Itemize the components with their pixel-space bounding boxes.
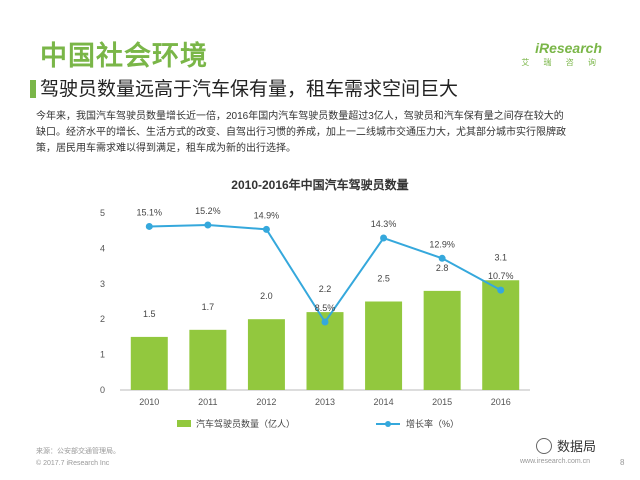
wechat-icon xyxy=(536,437,552,454)
bar-value-label: 2.5 xyxy=(377,274,390,284)
page-number: 8 xyxy=(620,458,625,467)
iresearch-logo: iResearch 艾 瑞 咨 询 xyxy=(521,40,602,68)
growth-rate-point xyxy=(497,286,505,294)
growth-rate-label: 15.1% xyxy=(137,207,163,217)
growth-rate-point xyxy=(262,225,270,233)
growth-rate-point xyxy=(321,318,329,326)
logo-text: iResearch xyxy=(535,40,602,56)
footer-url[interactable]: www.iresearch.com.cn xyxy=(520,458,591,465)
growth-rate-point xyxy=(438,254,446,262)
growth-rate-point xyxy=(145,222,153,230)
y-tick-label: 3 xyxy=(100,279,105,289)
bar xyxy=(365,301,403,390)
paragraph-line: 策，居民用车需求难以得到满足，租车成为新的出行选择。 xyxy=(36,143,296,154)
growth-rate-label: 12.9% xyxy=(429,239,455,249)
bar-value-label: 1.7 xyxy=(202,302,215,312)
legend-bar-label: 汽车驾驶员数量（亿人） xyxy=(196,418,295,429)
y-tick-label: 4 xyxy=(100,243,105,253)
bar-value-label: 3.1 xyxy=(494,252,507,262)
slide-title: 中国社会环境 xyxy=(40,41,208,71)
bar xyxy=(482,280,520,390)
bar xyxy=(130,336,168,390)
growth-rate-point xyxy=(380,234,388,242)
paragraph-line: 缺口。经济水平的增长、生活方式的改变、自驾出行习惯的养成，加上一二线城市交通压力… xyxy=(36,127,566,138)
x-tick-label: 2011 xyxy=(198,397,217,407)
chart-title: 2010-2016年中国汽车驾驶员数量 xyxy=(231,178,409,192)
x-tick-label: 2012 xyxy=(256,397,276,407)
y-tick-label: 2 xyxy=(100,314,105,324)
legend-line-label: 增长率（%） xyxy=(406,418,459,429)
bar xyxy=(423,290,461,390)
source-note: 来源：公安部交通管理局。 xyxy=(36,448,120,455)
x-tick-label: 2016 xyxy=(491,397,511,407)
growth-rate-point xyxy=(204,221,212,229)
growth-rate-label: 14.9% xyxy=(254,210,280,220)
x-tick-label: 2010 xyxy=(139,397,159,407)
bar-value-label: 2.0 xyxy=(260,291,273,301)
growth-rate-label: 8.5% xyxy=(315,303,336,313)
copyright: © 2017.7 iResearch Inc xyxy=(36,460,110,467)
bar-value-label: 2.8 xyxy=(436,263,449,273)
bar xyxy=(189,329,227,390)
legend-bar-swatch xyxy=(177,420,191,427)
watermark-text: 数据局 xyxy=(557,439,597,454)
y-tick-label: 1 xyxy=(100,350,105,360)
x-tick-label: 2015 xyxy=(432,397,452,407)
bar-value-label: 2.2 xyxy=(319,284,332,294)
bar xyxy=(247,319,285,390)
bar-value-label: 1.5 xyxy=(143,309,156,319)
paragraph-line: 今年来，我国汽车驾驶员数量增长近一倍，2016年国内汽车驾驶员数量超过3亿人，驾… xyxy=(36,111,564,122)
legend-line-marker xyxy=(385,421,391,427)
y-tick-label: 0 xyxy=(100,385,105,395)
growth-rate-label: 10.7% xyxy=(488,271,514,281)
x-tick-label: 2014 xyxy=(374,397,394,407)
growth-rate-label: 14.3% xyxy=(371,219,397,229)
x-tick-label: 2013 xyxy=(315,397,335,407)
growth-rate-label: 15.2% xyxy=(195,206,221,216)
watermark: 数据局 xyxy=(536,436,596,455)
y-tick-label: 5 xyxy=(100,208,105,218)
logo-subtext: 艾 瑞 咨 询 xyxy=(521,58,602,67)
slide-subtitle: 驾驶员数量远高于汽车保有量，租车需求空间巨大 xyxy=(30,74,458,101)
footer-left: 来源：公安部交通管理局。 © 2017.7 iResearch Inc xyxy=(36,446,120,470)
subtitle-text: 驾驶员数量远高于汽车保有量，租车需求空间巨大 xyxy=(40,79,459,100)
body-paragraph: 今年来，我国汽车驾驶员数量增长近一倍，2016年国内汽车驾驶员数量超过3亿人，驾… xyxy=(36,109,610,157)
